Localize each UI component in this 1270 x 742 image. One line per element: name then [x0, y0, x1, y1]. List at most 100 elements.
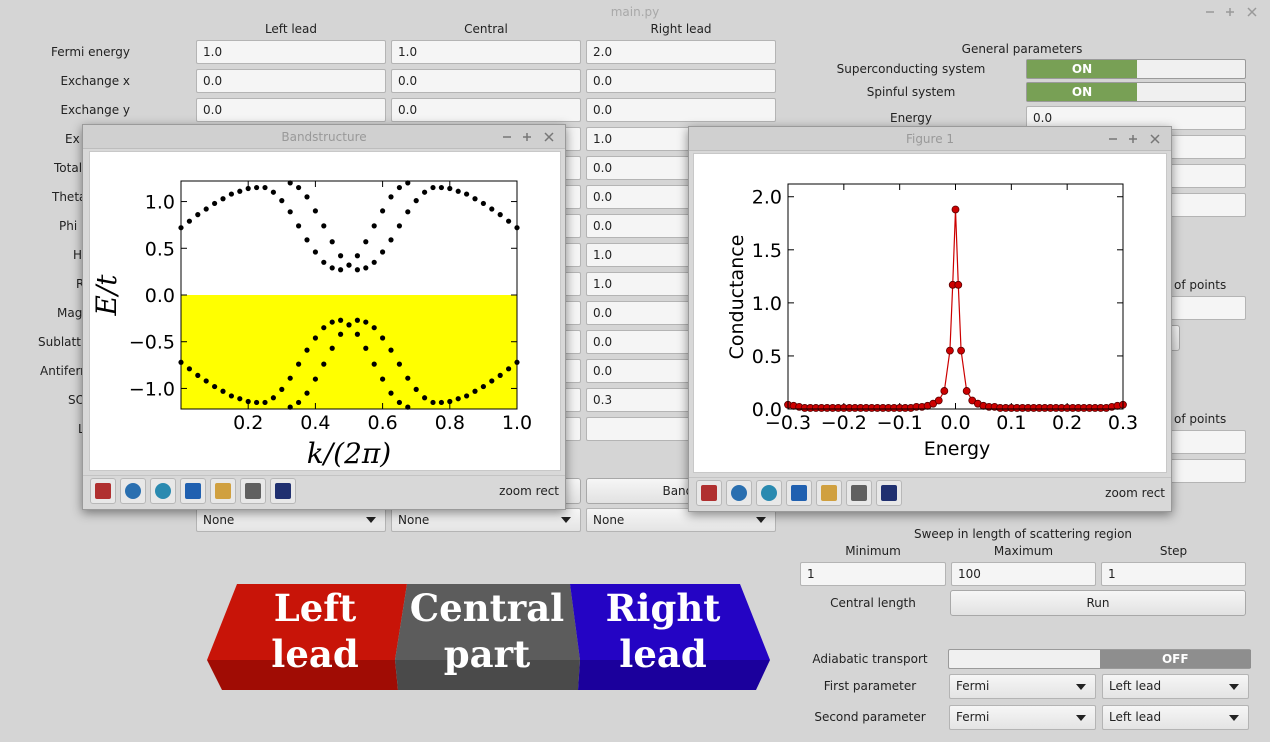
text-input[interactable]: 1.0 — [391, 40, 581, 64]
window-controls[interactable] — [1105, 132, 1165, 146]
data-point — [371, 223, 377, 229]
data-point — [296, 223, 302, 229]
data-point — [212, 200, 218, 207]
data-point — [245, 398, 251, 405]
x-tick-label: 0.2 — [233, 412, 263, 434]
data-point — [957, 346, 965, 355]
toolbar-button[interactable] — [210, 478, 236, 504]
toolbar-button[interactable] — [816, 480, 842, 506]
x-tick-label: −0.3 — [765, 412, 811, 434]
data-point — [489, 206, 495, 212]
toggle-switch[interactable]: ON — [1026, 59, 1246, 79]
data-point — [228, 191, 234, 197]
close — [1150, 134, 1160, 144]
data-point — [371, 259, 377, 265]
data-point — [321, 259, 327, 265]
data-point — [287, 404, 293, 410]
text-input[interactable]: 0.0 — [586, 98, 776, 122]
dropdown-text: Fermi — [956, 679, 990, 693]
data-point — [472, 388, 478, 394]
data-point — [354, 317, 360, 323]
x-tick-label: 0.0 — [940, 412, 970, 434]
row-label: H — [73, 248, 83, 262]
data-point — [262, 184, 268, 191]
data-point — [363, 319, 369, 325]
toolbar-icon — [245, 483, 261, 499]
data-point — [506, 366, 512, 372]
data-point — [296, 399, 302, 406]
axes-frame — [787, 183, 1124, 410]
toolbar-mode: zoom rect — [1105, 486, 1165, 500]
data-point — [321, 223, 327, 229]
text-input[interactable]: 2.0 — [586, 40, 776, 64]
window-titlebar — [689, 127, 1171, 151]
toggle-switch[interactable]: ON — [1026, 82, 1246, 102]
toolbar-button[interactable] — [756, 480, 782, 506]
x-tick-label: 0.6 — [367, 412, 397, 434]
text-input[interactable]: 0.0 — [586, 69, 776, 93]
x-tick-label: 0.1 — [996, 412, 1026, 434]
text-input[interactable]: 1.0 — [196, 40, 386, 64]
row-label: Phi — [59, 219, 78, 233]
toggle-switch[interactable]: OFF — [948, 649, 1251, 669]
toolbar — [83, 475, 565, 509]
toolbar-button[interactable] — [726, 480, 752, 506]
text-input[interactable]: 0.0 — [196, 69, 386, 93]
data-point — [354, 253, 360, 259]
row-label: L — [78, 421, 85, 437]
toolbar-button[interactable] — [180, 478, 206, 504]
dropdown[interactable]: Left lead — [1102, 705, 1249, 730]
data-point — [480, 383, 486, 390]
data-point — [304, 390, 310, 396]
data-point — [329, 239, 335, 245]
text-input[interactable]: 100 — [951, 562, 1096, 586]
toolbar-icon — [155, 483, 171, 499]
data-point — [346, 262, 352, 268]
text-input[interactable]: 1 — [1101, 562, 1246, 586]
x-tick-label: 0.8 — [435, 412, 465, 434]
text-input[interactable]: 0.0 — [196, 98, 386, 122]
dropdown-text: None — [203, 513, 235, 527]
y-tick-label: 1.0 — [145, 192, 175, 214]
window-title: Bandstructure — [281, 130, 367, 144]
dropdown[interactable]: None — [196, 508, 386, 532]
data-point — [220, 388, 226, 394]
data-point — [396, 361, 402, 367]
toolbar-button[interactable] — [150, 478, 176, 504]
dropdown[interactable]: None — [391, 508, 581, 532]
dropdown[interactable]: Fermi — [949, 674, 1096, 699]
dropdown[interactable]: Left lead — [1102, 674, 1249, 699]
banner-side — [207, 660, 398, 690]
field-label: Central length — [830, 596, 916, 610]
toolbar-button[interactable] — [786, 480, 812, 506]
toolbar-button[interactable] — [90, 478, 116, 504]
toolbar-icon — [731, 485, 747, 501]
toolbar-icon — [791, 485, 807, 501]
toolbar-button[interactable] — [846, 480, 872, 506]
close — [1247, 7, 1257, 17]
data-point — [304, 347, 310, 353]
window-controls[interactable] — [1202, 5, 1262, 19]
banner-face — [570, 584, 770, 660]
text-input[interactable]: 0.0 — [391, 69, 581, 93]
button[interactable]: Run — [950, 590, 1246, 616]
arrow — [756, 517, 766, 523]
toolbar-button[interactable] — [240, 478, 266, 504]
window-controls[interactable] — [499, 130, 559, 144]
toolbar-button[interactable] — [120, 478, 146, 504]
toolbar-mode: zoom rect — [499, 484, 559, 498]
text-input[interactable]: 0.0 — [391, 98, 581, 122]
x-tick-label: −0.2 — [821, 412, 867, 434]
x-tick-label: −0.1 — [877, 412, 923, 434]
data-point — [940, 387, 949, 395]
dropdown[interactable]: Fermi — [949, 705, 1096, 730]
dropdown-text: None — [398, 513, 430, 527]
dropdown[interactable]: None — [586, 508, 776, 532]
data-point — [262, 399, 268, 406]
banner-label: Central part — [409, 586, 565, 676]
text-input[interactable]: 1 — [800, 562, 946, 586]
data-point — [472, 196, 478, 202]
toolbar-button[interactable] — [270, 478, 296, 504]
toolbar-button[interactable] — [876, 480, 902, 506]
toolbar-button[interactable] — [696, 480, 722, 506]
